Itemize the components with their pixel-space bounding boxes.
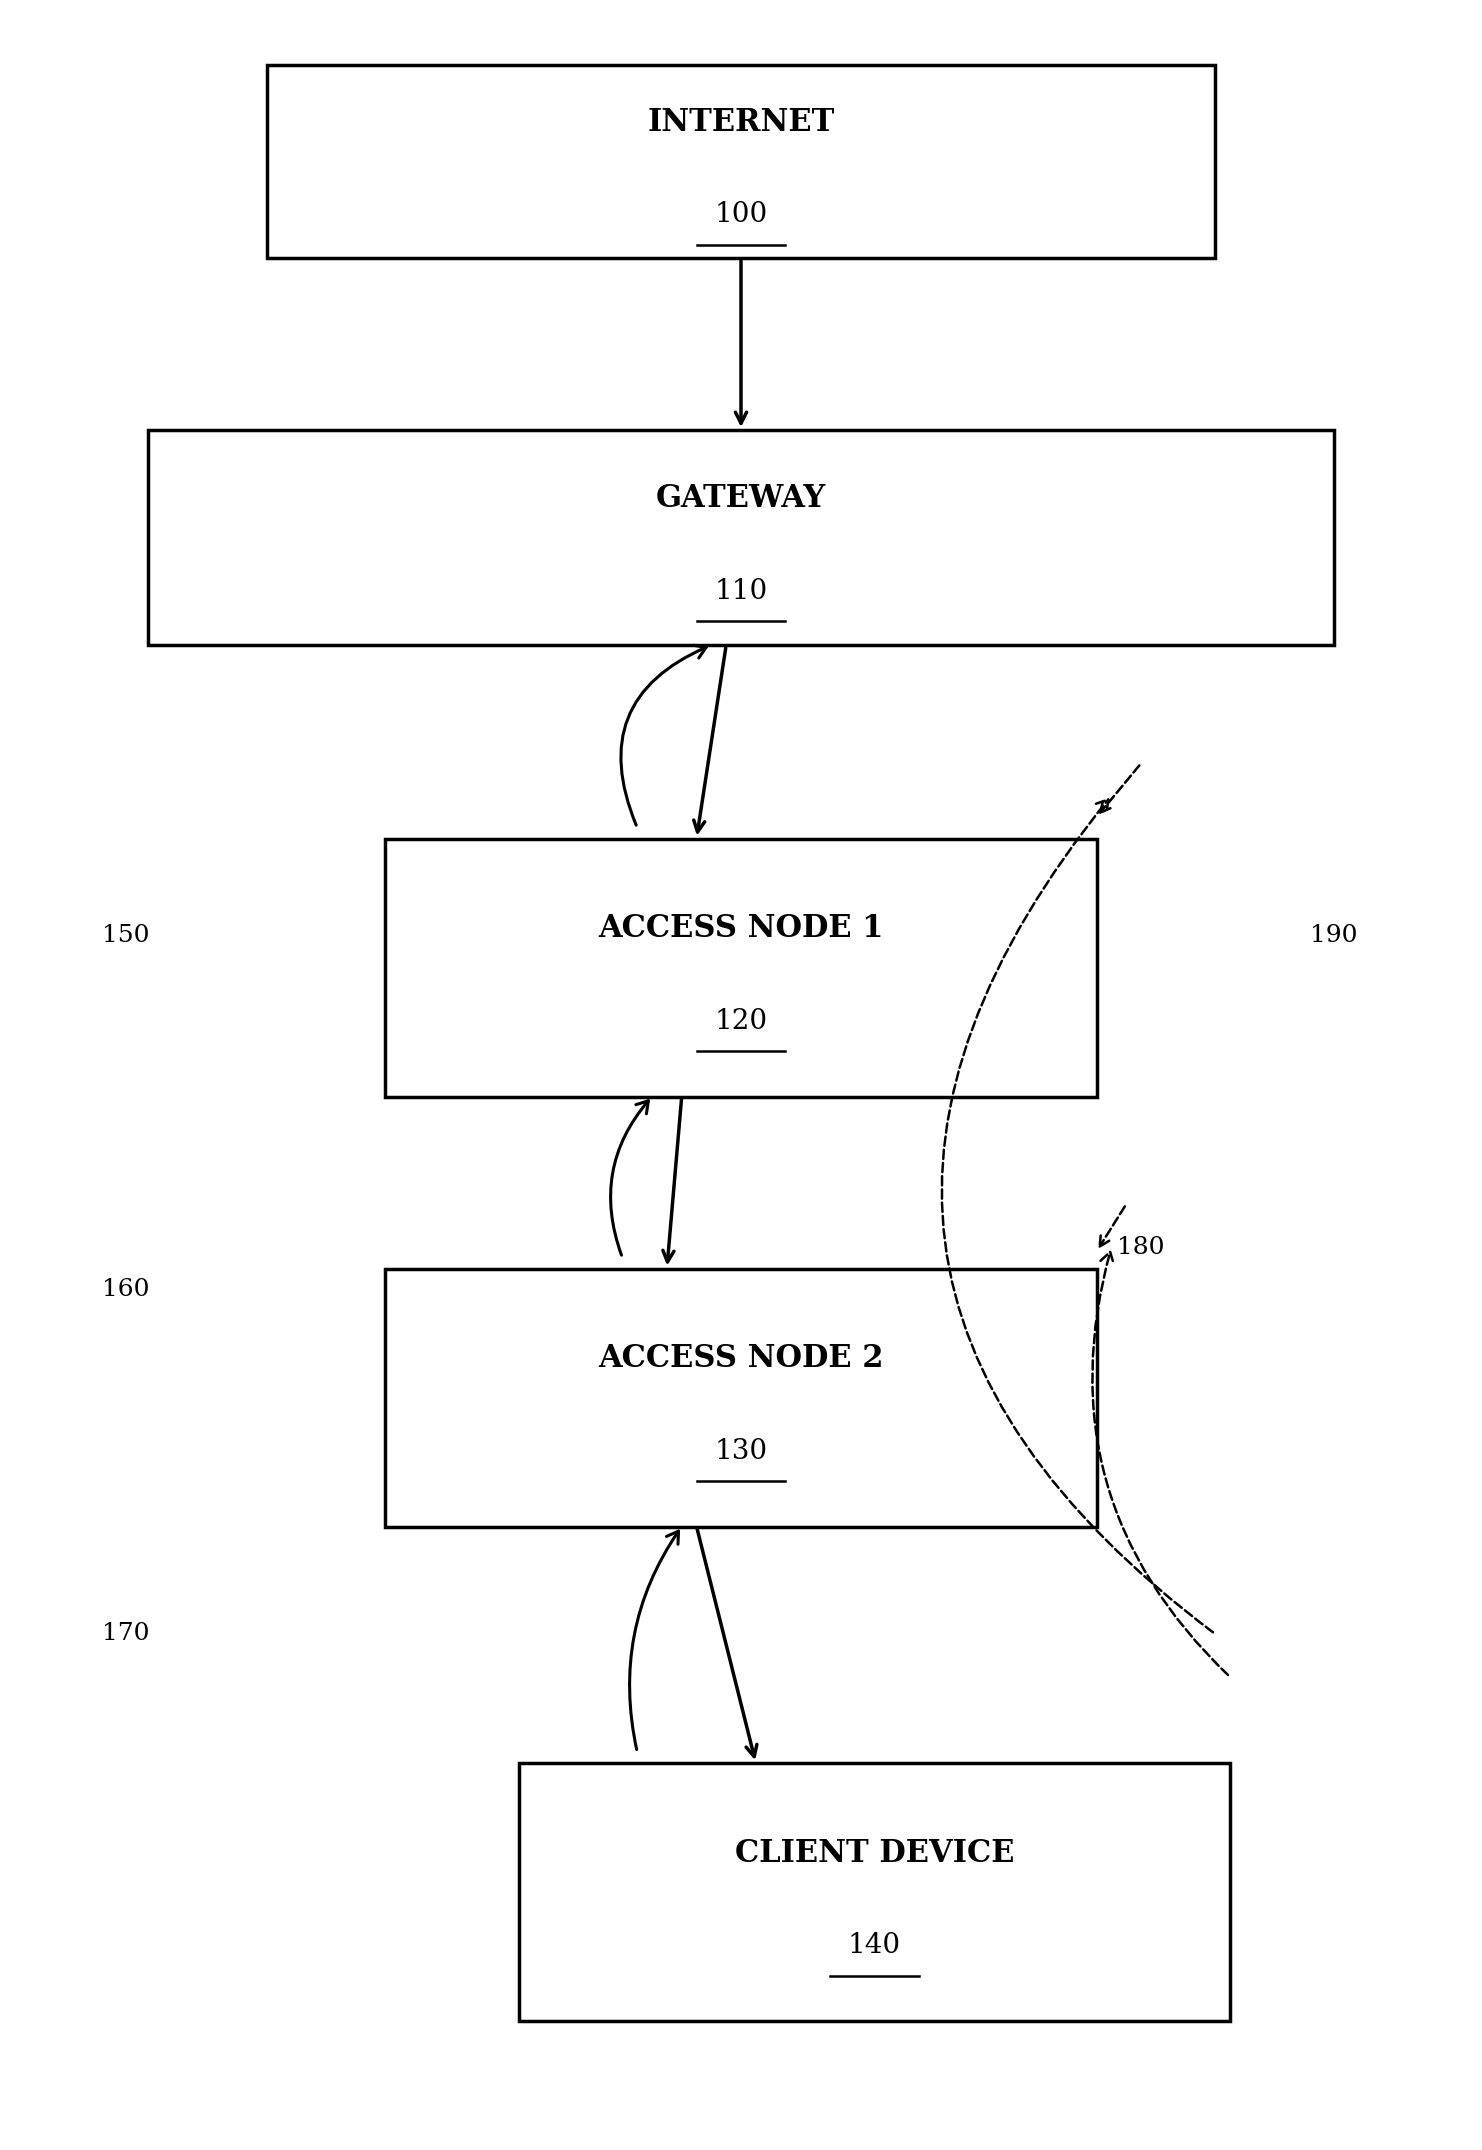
FancyBboxPatch shape	[385, 1268, 1097, 1526]
FancyArrowPatch shape	[941, 800, 1212, 1632]
Text: 140: 140	[848, 1933, 901, 1959]
FancyArrowPatch shape	[621, 645, 705, 826]
Text: 130: 130	[714, 1438, 768, 1464]
Text: 160: 160	[102, 1279, 150, 1301]
Text: 110: 110	[714, 578, 768, 604]
FancyArrowPatch shape	[1092, 1251, 1229, 1675]
Text: 100: 100	[714, 202, 768, 228]
FancyBboxPatch shape	[267, 64, 1215, 258]
FancyBboxPatch shape	[148, 430, 1334, 645]
FancyArrowPatch shape	[611, 1101, 649, 1256]
Text: 120: 120	[714, 1008, 768, 1034]
Text: 150: 150	[102, 924, 150, 946]
Text: 180: 180	[1117, 1236, 1165, 1258]
FancyBboxPatch shape	[519, 1763, 1230, 2021]
FancyBboxPatch shape	[385, 838, 1097, 1096]
Text: GATEWAY: GATEWAY	[657, 484, 825, 514]
Text: 190: 190	[1310, 924, 1358, 946]
Text: 170: 170	[102, 1623, 150, 1645]
FancyArrowPatch shape	[630, 1531, 679, 1750]
Text: INTERNET: INTERNET	[648, 108, 834, 138]
Text: ACCESS NODE 2: ACCESS NODE 2	[599, 1344, 883, 1374]
Text: ACCESS NODE 1: ACCESS NODE 1	[599, 914, 883, 944]
Text: CLIENT DEVICE: CLIENT DEVICE	[735, 1838, 1014, 1868]
